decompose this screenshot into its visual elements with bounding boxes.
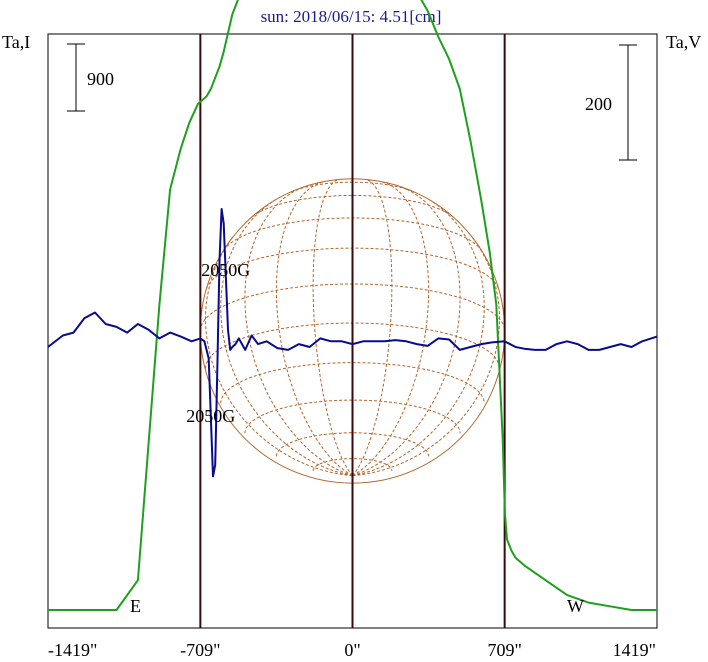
meridian-lines <box>199 34 506 628</box>
stokes-i-line <box>48 0 657 611</box>
disk-meridian-line <box>220 199 353 477</box>
left-axis-label: Ta,I <box>2 32 30 52</box>
disk-meridian-line <box>312 179 353 477</box>
annotations: 2050G 2050G E W <box>130 260 584 616</box>
west-limb-label: W <box>567 596 584 616</box>
disk-parallel-line <box>244 399 461 434</box>
disk-parallel-line <box>251 194 454 218</box>
disk-meridian-line <box>244 186 353 477</box>
disk-meridian-line <box>204 235 353 477</box>
x-tick-label: -1419" <box>48 640 97 660</box>
x-tick-label: 1419" <box>613 640 656 660</box>
x-tick-label: 709" <box>487 640 521 660</box>
east-limb-label: E <box>130 596 141 616</box>
right-scale-label: 200 <box>585 94 612 114</box>
scale-bars: 900 200 <box>67 43 637 161</box>
disk-meridian-line <box>352 186 461 477</box>
disk-meridian-line <box>352 180 430 477</box>
series-group <box>47 0 658 611</box>
annotation-label: 2050G <box>201 260 250 280</box>
annotation-label: 2050G <box>186 406 235 426</box>
x-tick-label: -709" <box>180 640 220 660</box>
x-tick-labels: -1419" -709" 0" 709" 1419" <box>48 640 656 660</box>
disk-parallel-line <box>275 432 430 457</box>
disk-meridian-line <box>275 180 353 477</box>
x-tick-label: 0" <box>344 640 360 660</box>
left-scale-label: 900 <box>87 69 114 89</box>
right-axis-label: Ta,V <box>666 32 701 52</box>
stokes-v-line <box>47 208 658 478</box>
disk-meridian-line <box>352 179 393 477</box>
chart-title: sun: 2018/06/15: 4.51[cm] <box>261 7 442 26</box>
